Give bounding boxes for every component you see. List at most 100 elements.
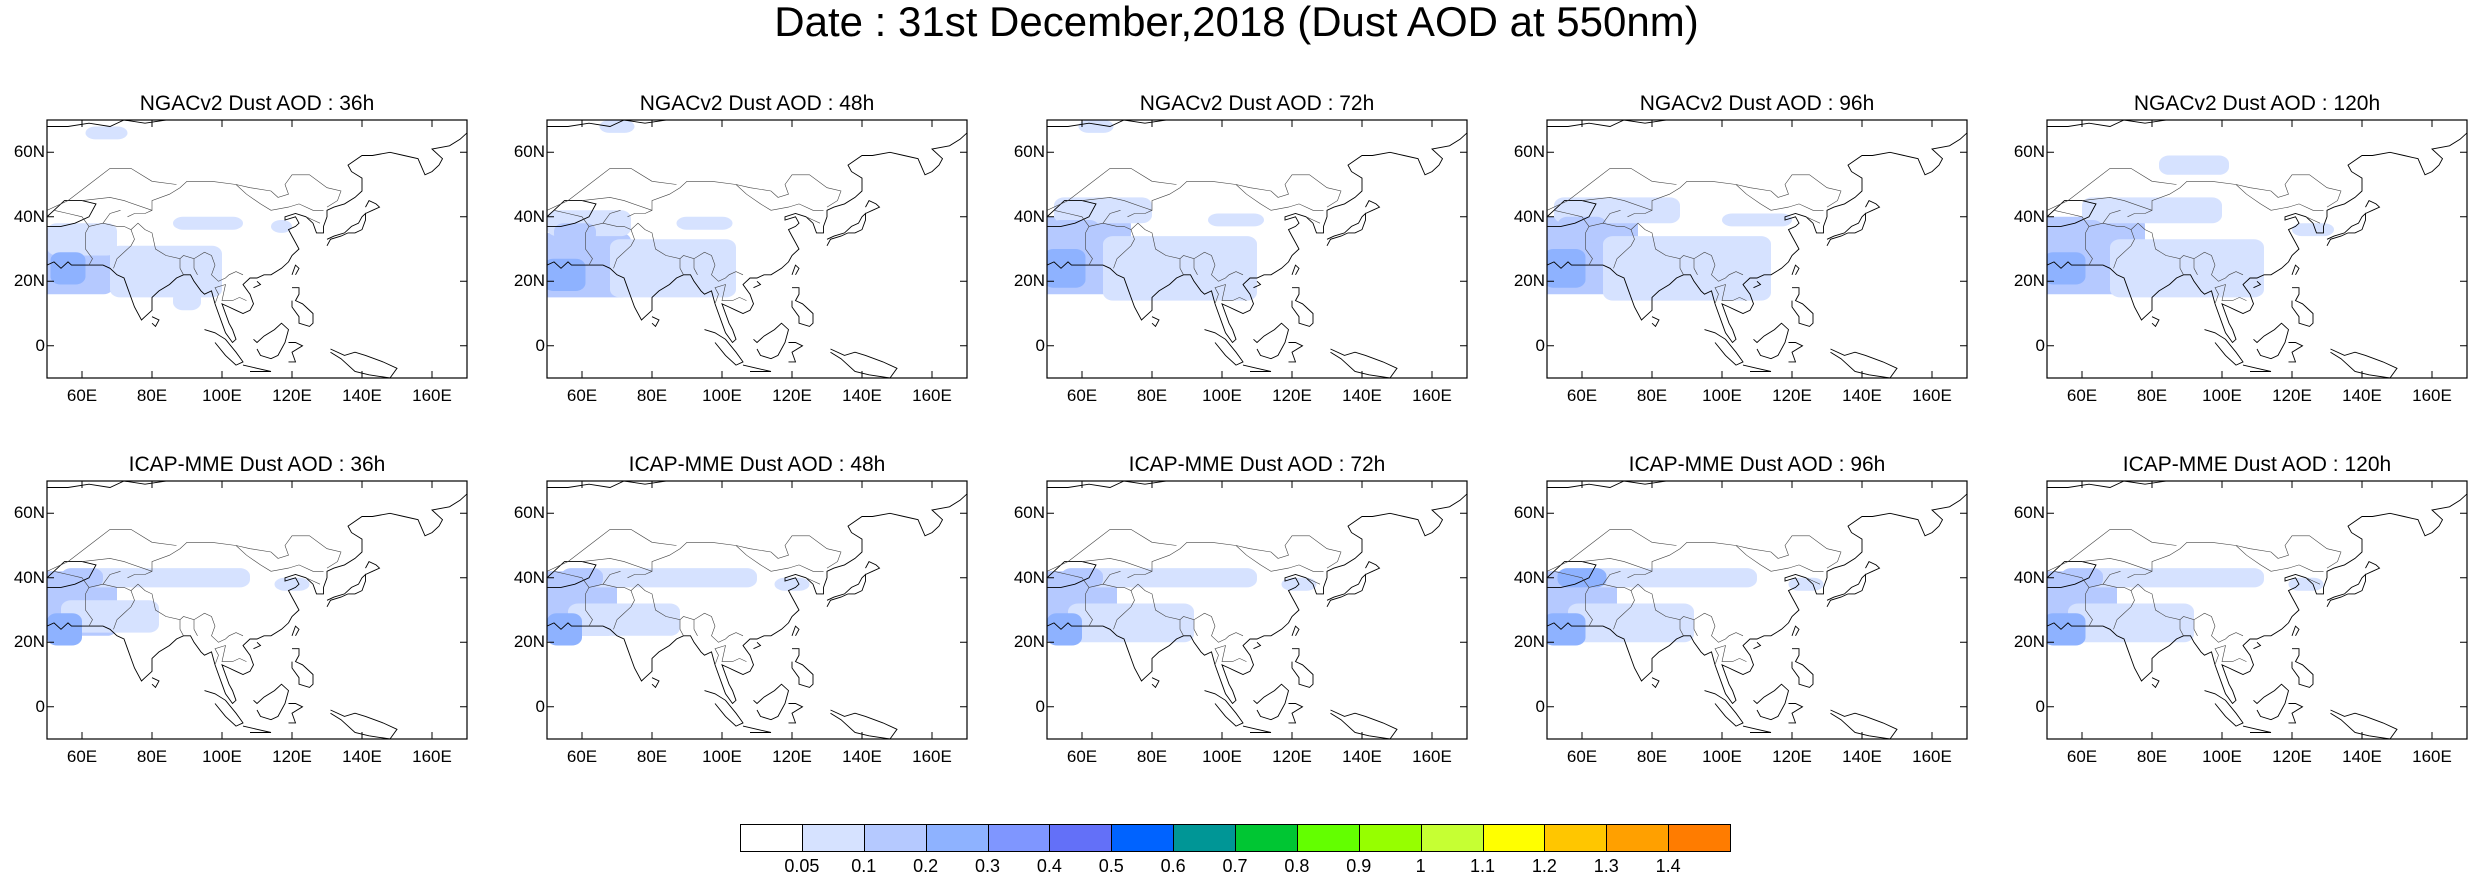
country-border [1627,571,1653,579]
country-border [1214,645,1247,665]
country-border [179,258,184,275]
coastline [547,120,722,127]
country-border [1693,258,1698,275]
coastline [2365,561,2381,575]
colorbar-label: 0.9 [1346,856,1372,876]
coastline [2047,561,2097,588]
country-border [1735,545,1824,572]
dust-aod-area [575,568,757,588]
coastline [1826,212,1866,247]
dust-aod-area [173,290,201,311]
coastline [1330,348,1398,378]
country-border [588,222,635,269]
lon-tick-label: 120E [772,747,812,766]
coastline [651,316,660,328]
map-panel: ICAP-MME Dust AOD : 48h 60N 40N 20N 0 60E 80E 1… [505,453,968,766]
colorbar-swatch [1235,824,1298,852]
coastline [1791,648,1814,688]
coastline [1291,287,1314,327]
dust-aod-area [1547,613,1586,646]
country-border [235,184,324,211]
coastline [547,481,722,488]
panel-title: NGACv2 Dust AOD : 48h [639,92,875,115]
coastline [865,200,881,214]
coastline [1047,120,1222,127]
lon-tick-label: 80E [1136,386,1168,405]
map-panel: NGACv2 Dust AOD : 120h 60N 40N 20N 0 60E 80E 10… [2005,92,2468,405]
map-panel: ICAP-MME Dust AOD : 120h 60N 40N 20N 0 60E 80E… [2005,453,2468,766]
colorbar-label: 1.4 [1655,856,1681,876]
country-border [53,571,93,627]
country-border [714,284,747,304]
country-border [1547,168,1677,211]
country-border [1630,583,1744,643]
colorbar-swatch [1173,824,1236,852]
lat-tick-label: 0 [1535,696,1545,716]
country-border [1081,174,1342,211]
lon-tick-label: 100E [1202,386,1242,405]
lon-tick-label: 80E [136,386,168,405]
country-border [627,210,653,218]
country-border [1235,545,1324,572]
coastline [1047,561,1097,588]
coastline [2326,212,2366,247]
lon-tick-label: 160E [912,747,952,766]
map-frame [1046,480,1468,740]
figure-title: Date : 31st December,2018 (Dust AOD at 5… [774,0,1699,45]
country-border [2088,222,2135,269]
lon-tick-label: 160E [412,747,452,766]
lat-tick-label: 40N [13,567,45,587]
lon-tick-label: 80E [2136,386,2168,405]
country-border [214,645,247,665]
coastline [2288,342,2304,363]
colorbar-label: 0.1 [851,856,877,876]
coastline [1742,725,1772,733]
coastline [791,287,814,327]
dust-aod-map [1546,480,1968,740]
country-border [679,619,684,636]
country-border [81,535,342,572]
colorbar-swatch [1420,824,1484,852]
lon-tick-label: 100E [2202,386,2242,405]
colorbar-swatch [1482,824,1546,852]
country-border [2235,184,2324,211]
lat-tick-label: 40N [2013,567,2045,587]
country-border [627,571,653,579]
lat-tick-label: 20N [1013,632,1045,652]
map-area [546,119,968,379]
country-border [1735,184,1824,211]
dust-aod-area [547,613,582,646]
country-border [2193,619,2198,636]
coastline [1788,703,1804,724]
lon-tick-label: 140E [1842,386,1882,405]
coastline [1204,690,1244,727]
colorbar-label: 0.05 [784,856,820,876]
dust-aod-area [2110,239,2264,298]
lat-tick-label: 20N [13,271,45,291]
colorbar-label: 0.5 [1098,856,1124,876]
coastline [826,212,866,247]
country-border [553,210,593,266]
coastline [791,625,800,637]
country-border [1130,222,1244,282]
lon-tick-label: 60E [566,747,598,766]
country-border [1179,619,1184,636]
coastline [2047,132,2467,344]
coastline [1242,364,1272,372]
dust-aod-map [546,119,968,379]
coastline [2151,316,2160,328]
dust-aod-area [547,258,586,291]
coastline [1788,342,1804,363]
lat-tick-label: 60N [2013,142,2045,162]
country-border [1805,216,1821,224]
country-border [588,583,635,630]
lon-tick-label: 140E [1842,747,1882,766]
coastline [2330,709,2398,739]
panel-title: NGACv2 Dust AOD : 120h [2133,92,2381,115]
coastline [1047,481,1222,488]
country-border [1102,571,1121,585]
coastline [288,342,304,363]
country-border [1547,529,1677,572]
colorbar-swatch [1606,824,1670,852]
lat-tick-label: 0 [1535,335,1545,355]
